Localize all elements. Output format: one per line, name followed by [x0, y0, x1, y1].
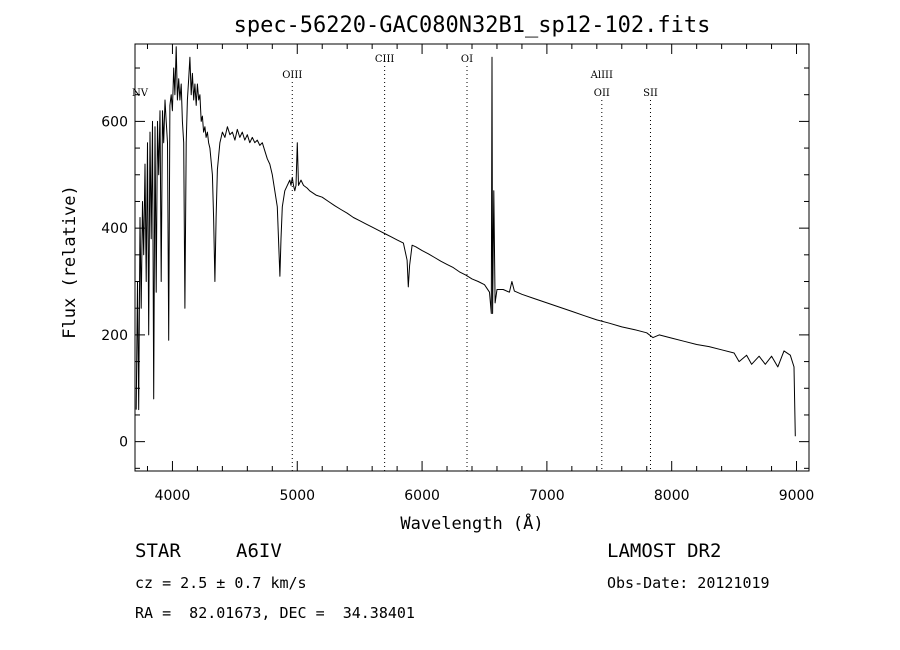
spectral-line-markers: NV OIII CIII OI AlIII OII SII	[132, 54, 658, 471]
axes: 4000 5000 6000 7000 8000 9000 0 200 400 600	[101, 44, 814, 504]
y-tick-label: 200	[101, 328, 128, 344]
x-tick-label: 9000	[779, 488, 815, 504]
spectrum-line	[135, 46, 796, 437]
x-tick-label: 8000	[654, 488, 690, 504]
y-tick-label: 600	[101, 114, 128, 130]
coordinates: RA = 82.01673, DEC = 34.38401	[135, 604, 415, 622]
line-marker-label: OIII	[282, 70, 302, 81]
spectral-class: A6IV	[236, 540, 282, 562]
line-marker-label: NV	[132, 88, 149, 99]
spectrum-series	[135, 46, 796, 437]
x-axis-label: Wavelength (Å)	[400, 512, 543, 534]
line-marker-label: OII	[594, 88, 610, 99]
y-tick-label: 400	[101, 221, 128, 237]
x-tick-label: 4000	[155, 488, 191, 504]
observation-date: Obs-Date: 20121019	[607, 574, 770, 592]
line-marker-label: OI	[461, 54, 473, 65]
object-type: STAR	[135, 540, 181, 562]
chart-title: spec-56220-GAC080N32B1_sp12-102.fits	[234, 13, 711, 38]
y-tick-label: 0	[119, 435, 128, 451]
x-tick-label: 7000	[529, 488, 565, 504]
line-marker-label: SII	[643, 88, 658, 99]
plot-frame	[134, 43, 810, 472]
x-tick-label: 6000	[404, 488, 440, 504]
survey-name: LAMOST DR2	[607, 540, 722, 562]
line-marker-label: AlIII	[590, 70, 613, 81]
y-axis-label: Flux (relative)	[60, 185, 80, 339]
line-marker-label: CIII	[375, 54, 395, 65]
x-tick-label: 5000	[279, 488, 315, 504]
redshift-cz: cz = 2.5 ± 0.7 km/s	[135, 574, 307, 592]
